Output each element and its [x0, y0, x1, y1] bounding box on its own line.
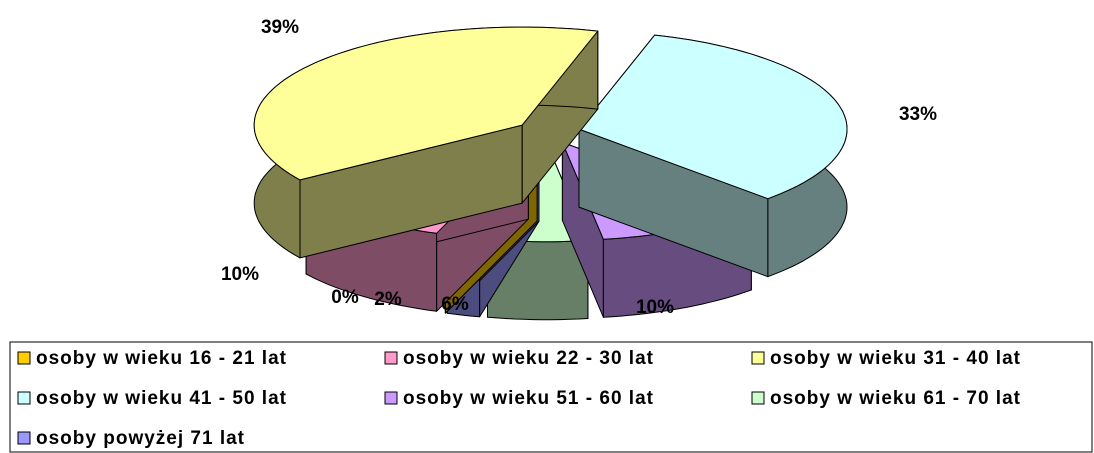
legend-swatch [17, 351, 31, 365]
data-label: 6% [441, 294, 469, 315]
legend-label: osoby w wieku 41 - 50 lat [36, 388, 287, 409]
legend-box [9, 341, 1093, 453]
legend-label: osoby w wieku 16 - 21 lat [36, 348, 287, 369]
legend-swatch [17, 391, 31, 405]
legend-label: osoby powyżej 71 lat [36, 428, 245, 449]
data-label: 2% [374, 289, 402, 310]
data-label: 0% [331, 287, 359, 308]
legend-swatch [17, 431, 31, 445]
legend-swatch [384, 391, 398, 405]
data-label: 39% [261, 17, 299, 38]
data-label: 33% [899, 104, 937, 125]
legend-label: osoby w wieku 22 - 30 lat [403, 348, 654, 369]
legend-label: osoby w wieku 61 - 70 lat [770, 388, 1021, 409]
slice [578, 34, 848, 200]
legend-label: osoby w wieku 31 - 40 lat [770, 348, 1021, 369]
legend-swatch [751, 391, 765, 405]
legend-swatch [751, 351, 765, 365]
data-label: 10% [221, 264, 259, 285]
slice [253, 26, 599, 181]
data-label: 10% [636, 297, 674, 318]
legend-label: osoby w wieku 51 - 60 lat [403, 388, 654, 409]
legend-swatch [384, 351, 398, 365]
